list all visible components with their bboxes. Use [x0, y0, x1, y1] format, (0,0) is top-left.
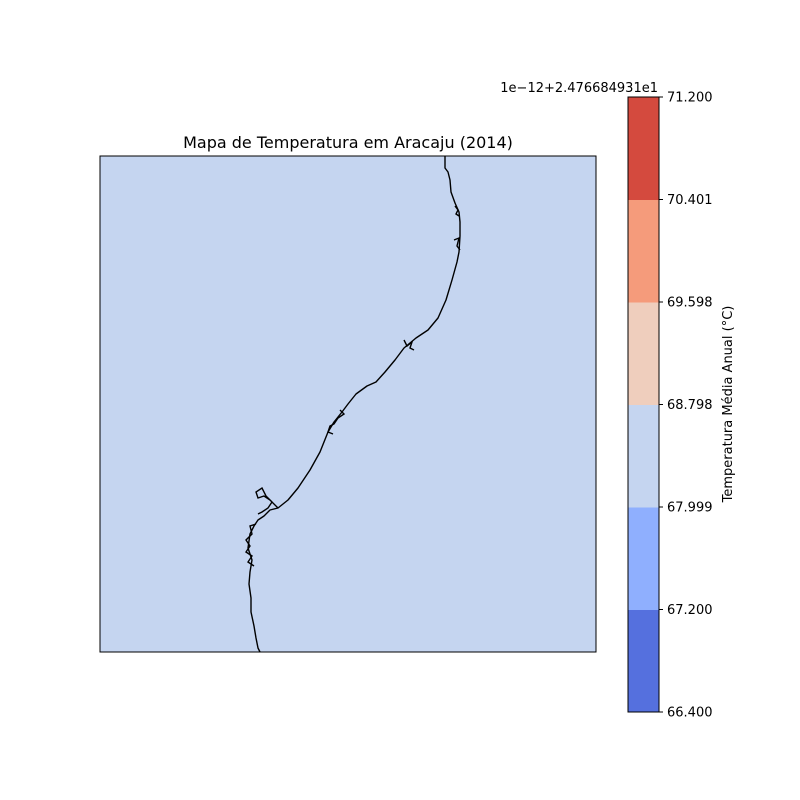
colorbar-tick-label: 67.200 — [667, 603, 713, 618]
colorbar-tick-label: 70.401 — [667, 193, 713, 208]
colorbar-bands — [628, 97, 659, 713]
colorbar-band — [628, 507, 659, 610]
colorbar-tick-label: 68.798 — [667, 398, 713, 413]
coastline-inlet-mid — [327, 339, 415, 435]
colorbar-tick-label: 67.999 — [667, 501, 713, 516]
colorbar-tick-label: 71.200 — [667, 91, 713, 106]
colorbar-tick-label: 66.400 — [667, 706, 713, 721]
coastline — [247, 156, 461, 653]
map-panel — [99, 155, 597, 653]
colorbar-ticks: 66.400 67.200 67.999 68.798 69.598 70.401 71.2… — [659, 91, 713, 721]
colorbar: 66.400 67.200 67.999 68.798 69.598 70.401 71.2… — [500, 81, 736, 721]
colorbar-band — [628, 199, 659, 303]
map-frame — [99, 155, 597, 653]
colorbar-tick-label: 69.598 — [667, 296, 713, 311]
map-title: Mapa de Temperatura em Aracaju (2014) — [183, 133, 513, 152]
colorbar-band — [628, 302, 659, 405]
coastline-aracaju-estuary — [245, 486, 279, 567]
colorbar-band — [628, 404, 659, 508]
colorbar-band — [628, 609, 659, 713]
colorbar-offset-label: 1e−12+2.476684931e1 — [500, 81, 658, 96]
colorbar-band — [628, 97, 659, 200]
coastline-inlet-north — [453, 205, 461, 251]
colorbar-label: Temperatura Média Anual (°C) — [721, 306, 736, 504]
